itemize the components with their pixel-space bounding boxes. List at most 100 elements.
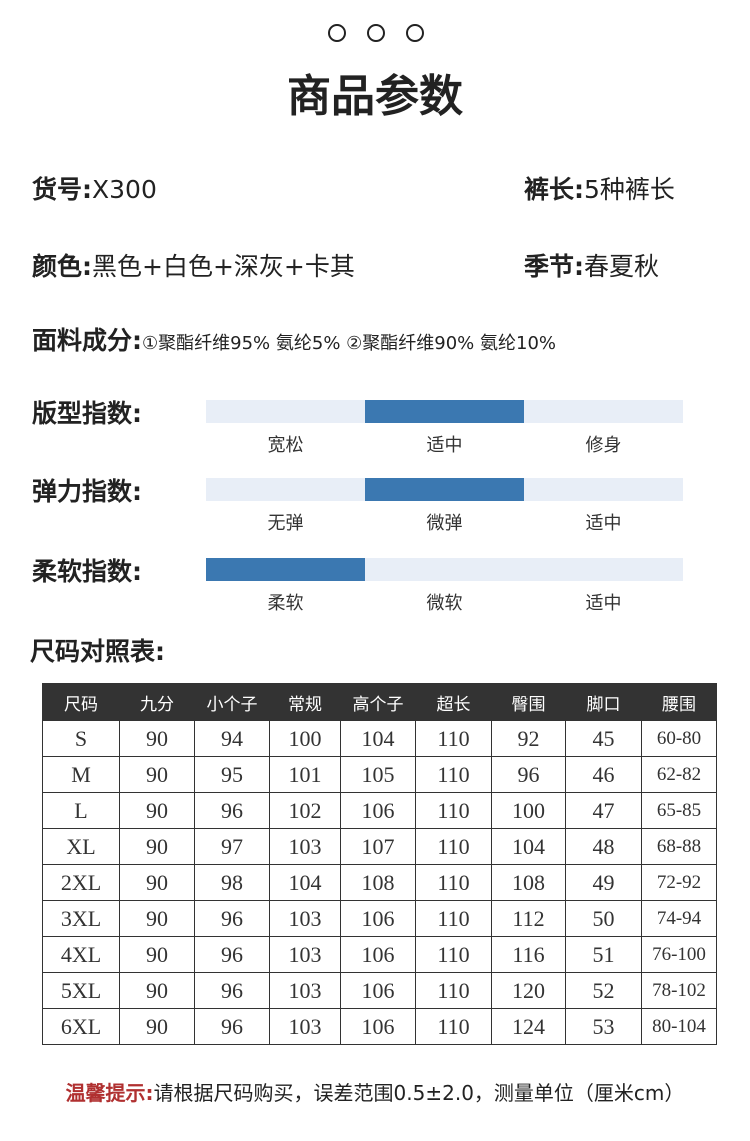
table-cell: 76-100: [641, 936, 717, 973]
spec-value: 5种裤长: [584, 175, 675, 204]
table-cell: 110: [415, 720, 492, 757]
table-cell: 103: [269, 828, 341, 865]
table-cell: 90: [119, 792, 195, 829]
index-option: 适中: [585, 513, 622, 534]
table-row: 2XL 90 98 104 108 110 108 49 72-92: [42, 864, 717, 901]
table-cell: 103: [269, 900, 341, 937]
table-cell: 68-88: [641, 828, 717, 865]
column-header: 小个子: [194, 683, 270, 721]
table-cell: 110: [415, 972, 492, 1009]
column-header: 高个子: [340, 683, 416, 721]
size-table: 尺码 九分 小个子 常规 高个子 超长 臀围 脚口 腰围 S 90 94 100 104 110 92 45 60…: [42, 683, 717, 1045]
table-cell: 74-94: [641, 900, 717, 937]
table-cell: 62-82: [641, 756, 717, 793]
column-header: 尺码: [42, 683, 120, 721]
table-cell: 103: [269, 972, 341, 1009]
column-header: 常规: [269, 683, 341, 721]
spec-value: 春夏秋: [584, 252, 660, 281]
index-option: 柔软: [267, 593, 304, 614]
index-option: 适中: [426, 435, 463, 456]
dot: [328, 24, 346, 42]
table-cell: 110: [415, 936, 492, 973]
table-cell: 4XL: [42, 936, 120, 973]
spec: 颜色:黑色+白色+深灰+卡其: [32, 247, 355, 283]
header-row: 尺码 九分 小个子 常规 高个子 超长 臀围 脚口 腰围: [42, 683, 717, 721]
table-cell: 80-104: [641, 1008, 717, 1045]
table-cell: 90: [119, 756, 195, 793]
index-bar: [206, 400, 365, 423]
spec: 季节:春夏秋: [524, 247, 659, 283]
table-cell: 98: [194, 864, 270, 901]
table-cell: 124: [491, 1008, 566, 1045]
column-header: 脚口: [565, 683, 642, 721]
table-cell: 96: [194, 792, 270, 829]
table-cell: 5XL: [42, 972, 120, 1009]
spec-label: 季节:: [524, 252, 584, 281]
table-cell: 2XL: [42, 864, 120, 901]
table-cell: 72-92: [641, 864, 717, 901]
index-option: 微弹: [426, 513, 463, 534]
table-cell: 110: [415, 792, 492, 829]
table-cell: 103: [269, 1008, 341, 1045]
table-cell: 94: [194, 720, 270, 757]
table-row: 4XL 90 96 103 106 110 116 51 76-100: [42, 936, 717, 973]
table-cell: 6XL: [42, 1008, 120, 1045]
table-cell: 96: [194, 972, 270, 1009]
table-cell: 101: [269, 756, 341, 793]
table-cell: 90: [119, 864, 195, 901]
table-row: 6XL 90 96 103 106 110 124 53 80-104: [42, 1008, 717, 1045]
note: 温馨提示:请根据尺码购买，误差范围0.5±2.0，测量单位（厘米cm）: [0, 1077, 750, 1106]
table-cell: XL: [42, 828, 120, 865]
table-cell: 97: [194, 828, 270, 865]
table-cell: 90: [119, 900, 195, 937]
spec-value: X300: [92, 175, 157, 204]
table-cell: 120: [491, 972, 566, 1009]
table-cell: 65-85: [641, 792, 717, 829]
table-cell: 60-80: [641, 720, 717, 757]
index-option: 无弹: [267, 513, 304, 534]
table-cell: 104: [491, 828, 566, 865]
table-cell: 3XL: [42, 900, 120, 937]
table-row: M 90 95 101 105 110 96 46 62-82: [42, 756, 717, 793]
table-cell: 90: [119, 1008, 195, 1045]
table-cell: L: [42, 792, 120, 829]
table-cell: 96: [194, 900, 270, 937]
table-cell: 50: [565, 900, 642, 937]
spec-value: 黑色+白色+深灰+卡其: [92, 252, 355, 281]
index-bar-selected: [365, 478, 524, 501]
index-bar: [206, 478, 365, 501]
index-label: 柔软指数:: [32, 557, 142, 586]
table-cell: 52: [565, 972, 642, 1009]
title: 商品参数: [287, 71, 463, 122]
index-option: 适中: [585, 593, 622, 614]
table-cell: 92: [491, 720, 566, 757]
note-text: 请根据尺码购买，误差范围0.5±2.0，测量单位（厘米cm）: [153, 1081, 685, 1105]
table-row: S 90 94 100 104 110 92 45 60-80: [42, 720, 717, 757]
index-option: 修身: [585, 435, 622, 456]
index-bar: [524, 478, 683, 501]
column-header: 腰围: [641, 683, 717, 721]
table-cell: 104: [340, 720, 416, 757]
table-cell: 90: [119, 936, 195, 973]
index-bar: [524, 558, 683, 581]
index-option: 微软: [426, 593, 463, 614]
table-row: XL 90 97 103 107 110 104 48 68-88: [42, 828, 717, 865]
table-cell: 53: [565, 1008, 642, 1045]
table-cell: 100: [491, 792, 566, 829]
fabric-value: ①聚酯纤维95% 氨纶5% ②聚酯纤维90% 氨纶10%: [142, 333, 557, 354]
table-cell: 96: [491, 756, 566, 793]
index-option: 宽松: [267, 435, 304, 456]
table-cell: 106: [340, 792, 416, 829]
spec: 货号:X300: [32, 170, 157, 206]
table-cell: M: [42, 756, 120, 793]
table-cell: 112: [491, 900, 566, 937]
column-header: 九分: [119, 683, 195, 721]
fabric: 面料成分:①聚酯纤维95% 氨纶5% ②聚酯纤维90% 氨纶10%: [32, 321, 556, 357]
table-cell: 49: [565, 864, 642, 901]
table-cell: 95: [194, 756, 270, 793]
table-cell: 90: [119, 972, 195, 1009]
table-cell: 47: [565, 792, 642, 829]
fabric-label: 面料成分:: [32, 326, 142, 355]
table-row: 5XL 90 96 103 106 110 120 52 78-102: [42, 972, 717, 1009]
spec-label: 货号:: [32, 175, 92, 204]
